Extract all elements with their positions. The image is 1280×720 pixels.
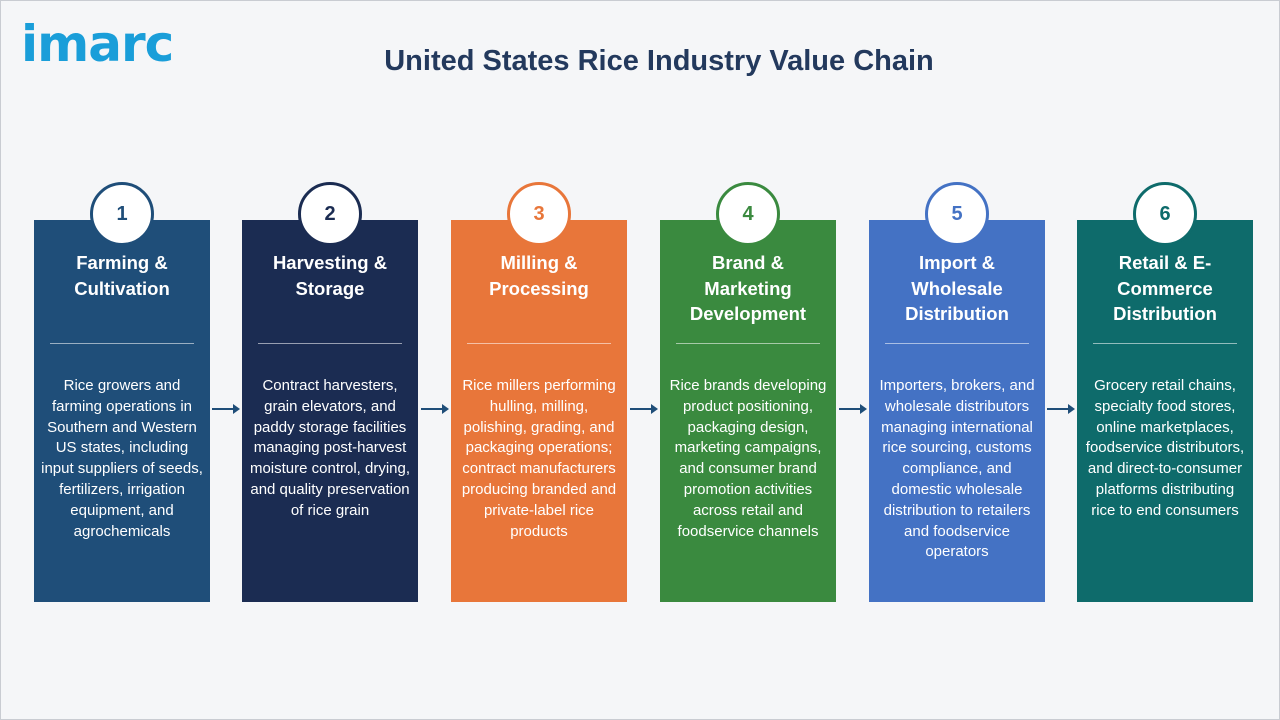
stage-description: Grocery retail chains, specialty food st… xyxy=(1085,377,1245,519)
stage-divider xyxy=(1093,343,1237,344)
stage-card-5: Import & Wholesale Distribution Importers… xyxy=(869,220,1045,602)
stage-number-5: 5 xyxy=(925,182,989,246)
stage-number-4: 4 xyxy=(716,182,780,246)
stage-divider xyxy=(467,343,611,344)
stage-title: Harvesting & Storage xyxy=(272,252,388,299)
stage-description: Rice millers performing hulling, milling… xyxy=(461,377,617,540)
stage-number-6: 6 xyxy=(1133,182,1197,246)
stage-number-2: 2 xyxy=(298,182,362,246)
page-title: United States Rice Industry Value Chain xyxy=(384,45,934,77)
flow-arrow-icon xyxy=(629,404,658,414)
stage-title: Brand & Marketing Development xyxy=(689,252,807,324)
flow-arrow-icon xyxy=(1047,404,1075,414)
stage-divider xyxy=(676,343,820,344)
stage-card-1: Farming & Cultivation Rice growers and fa… xyxy=(34,220,210,602)
stage-description: Rice brands developing product positioni… xyxy=(669,377,827,540)
stage-title: Import & Wholesale Distribution xyxy=(905,252,1009,324)
stage-divider xyxy=(50,343,194,344)
flow-arrow-icon xyxy=(212,404,240,414)
stage-title: Milling & Processing xyxy=(489,252,589,299)
stage-divider xyxy=(258,343,402,344)
stage-title: Retail & E-Commerce Distribution xyxy=(1113,252,1217,324)
stage-card-2: Harvesting & Storage Contract harvesters,… xyxy=(242,220,418,602)
stage-description: Rice growers and farming operations in S… xyxy=(41,377,203,540)
stage-card-4: Brand & Marketing Development Rice brands… xyxy=(660,220,836,602)
stage-card-3: Milling & Processing Rice millers perform… xyxy=(451,220,627,602)
stage-number-3: 3 xyxy=(507,182,571,246)
stage-description: Contract harvesters, grain elevators, an… xyxy=(249,377,411,519)
flow-arrow-icon xyxy=(420,404,449,414)
flow-arrow-icon xyxy=(838,404,867,414)
imarc-logo: imarc xyxy=(21,15,174,73)
stage-title: Farming & Cultivation xyxy=(74,252,170,299)
stage-card-6: Retail & E-Commerce Distribution Grocery … xyxy=(1077,220,1253,602)
stage-description: Importers, brokers, and wholesale distri… xyxy=(879,377,1035,561)
stage-divider xyxy=(885,343,1029,344)
stage-number-1: 1 xyxy=(90,182,154,246)
